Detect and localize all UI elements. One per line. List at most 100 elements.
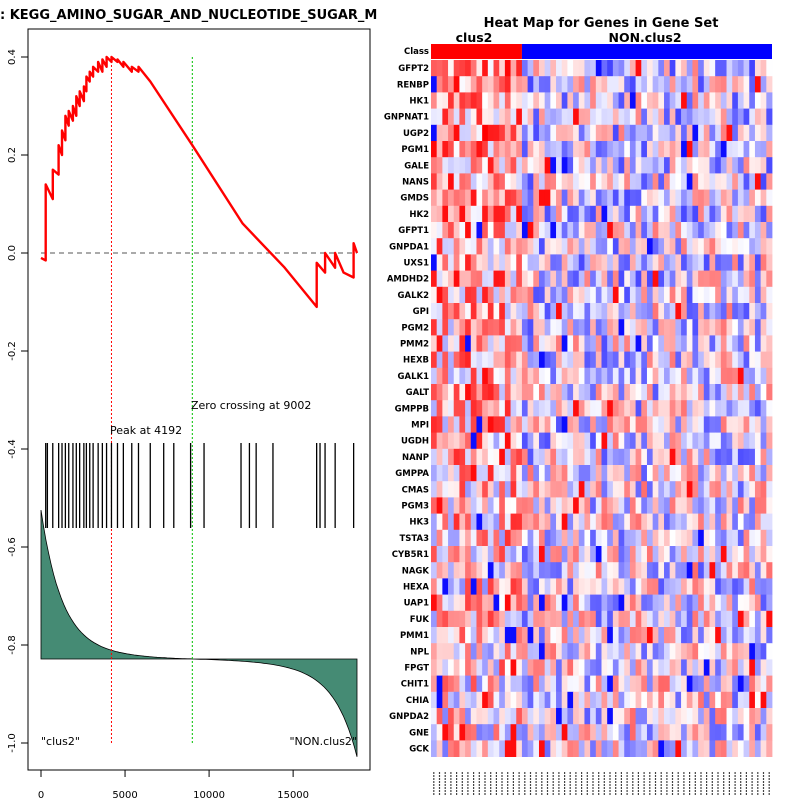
heat-cell [641, 173, 648, 190]
heat-cell [482, 303, 489, 320]
heat-cell [538, 740, 546, 757]
heat-cell [720, 92, 727, 109]
heat-cell [567, 627, 574, 644]
heat-cell [476, 351, 483, 369]
heat-cell [436, 384, 443, 401]
heat-cell [556, 400, 563, 417]
heat-cell [681, 222, 688, 239]
heat-cell [578, 367, 585, 385]
heat-cell [595, 141, 602, 158]
heat-cell [538, 351, 546, 369]
heat-cell [510, 594, 517, 612]
heat-cell [573, 578, 580, 595]
heat-cell [760, 108, 767, 126]
heat-cell [431, 691, 438, 709]
heat-cell [766, 76, 773, 93]
heat-cell [453, 691, 460, 709]
y-tick-label: 0.4 [7, 49, 18, 65]
heat-cell [538, 481, 546, 498]
heat-cell [601, 157, 608, 174]
heat-cell [453, 60, 460, 77]
heat-cell [646, 659, 654, 676]
heat-cell [533, 691, 540, 709]
heat-cell [681, 238, 688, 255]
heat-cell [493, 627, 500, 644]
heat-cell [737, 286, 744, 304]
heat-cell [504, 497, 511, 514]
heat-cell [754, 400, 762, 417]
heat-cell [521, 513, 529, 531]
heat-cell [567, 141, 574, 158]
heat-cell [686, 351, 693, 369]
heat-cell [675, 157, 682, 174]
heat-cell [749, 384, 756, 401]
heat-cell [664, 157, 671, 174]
heat-cell [635, 384, 642, 401]
heat-cell [556, 691, 563, 709]
heat-cell [760, 60, 767, 77]
heat-cell [732, 740, 739, 757]
heat-cell [527, 546, 534, 563]
heat-cell [459, 643, 466, 660]
heat-cell [504, 76, 511, 93]
heat-cell [698, 286, 705, 304]
heat-cell [465, 108, 472, 126]
heat-cell [499, 627, 506, 644]
heat-cell [504, 238, 511, 255]
heat-cell [646, 546, 654, 563]
heat-cell [675, 205, 682, 223]
heat-cell [624, 60, 631, 77]
heat-cell [669, 205, 676, 223]
heat-map-cells [431, 60, 773, 757]
heat-cell [635, 205, 642, 223]
heat-cell [470, 238, 477, 255]
gene-label: NPL [410, 647, 429, 657]
heat-cell [584, 351, 591, 369]
heat-cell [720, 416, 727, 433]
heat-cell [681, 740, 688, 757]
heat-cell [595, 659, 602, 676]
heat-cell [561, 157, 568, 174]
heat-cell [448, 189, 455, 207]
heat-cell [715, 659, 722, 676]
heat-cell [669, 546, 676, 563]
heat-cell [459, 124, 466, 142]
heat-cell [743, 627, 750, 644]
heat-cell [743, 351, 750, 369]
heat-cell [504, 675, 511, 693]
y-tick-label: -1.0 [7, 733, 18, 753]
heat-cell [692, 643, 699, 660]
heat-cell [646, 610, 654, 628]
heat-cell [595, 335, 602, 352]
heat-cell [754, 578, 762, 595]
heat-cell [499, 675, 506, 693]
heat-cell [607, 124, 614, 142]
heat-cell [459, 303, 466, 320]
heat-cell [573, 367, 580, 385]
heat-cell [436, 238, 443, 255]
heat-cell [470, 76, 477, 93]
heat-cell [590, 740, 597, 757]
heat-cell [567, 222, 574, 239]
heat-cell [635, 189, 642, 207]
heat-cell [556, 416, 563, 433]
heat-cell [459, 562, 466, 579]
heat-cell [578, 675, 585, 693]
heat-cell [499, 691, 506, 709]
heat-cell [675, 351, 682, 369]
heat-cell [493, 189, 500, 207]
heat-cell [578, 529, 585, 547]
heat-cell [749, 319, 756, 336]
heat-cell [476, 529, 483, 547]
heat-cell [686, 238, 693, 255]
heat-cell [601, 546, 608, 563]
heat-cell [544, 708, 551, 725]
heat-cell [476, 610, 483, 628]
heat-cell [686, 108, 693, 126]
heat-cell [601, 108, 608, 126]
heat-cell [737, 270, 744, 288]
heat-cell [607, 286, 614, 304]
heat-cell [521, 594, 529, 612]
heat-cell [601, 740, 608, 757]
heat-cell [754, 124, 762, 142]
